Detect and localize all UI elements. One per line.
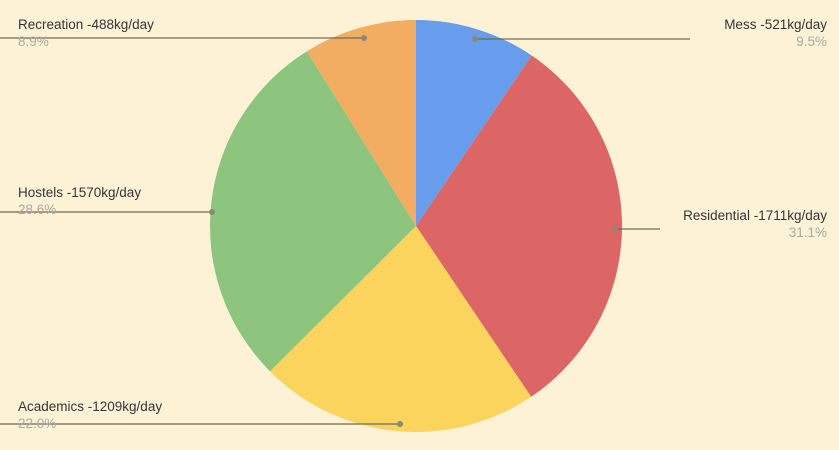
slice-label-recreation: Recreation -488kg/day 8.9% [18,16,154,50]
slice-label-residential-title: Residential -1711kg/day [683,208,827,223]
leader-dot-academics [397,421,403,427]
leader-dot-hostels [209,209,215,215]
pie-slice-academics[interactable] [269,226,532,433]
slice-label-hostels-percent: 28.6% [18,202,57,217]
slice-label-mess-percent: 9.5% [796,34,827,49]
pie-slice-residential[interactable] [416,55,623,397]
slice-label-academics-percent: 22.0% [18,416,57,431]
leader-dot-recreation [361,35,367,41]
slice-label-recreation-percent: 8.9% [18,34,49,49]
slice-label-academics: Academics -1209kg/day 22.0% [18,398,162,432]
pie-slices-group [209,20,623,433]
slice-label-residential-percent: 31.1% [788,225,827,240]
slice-label-recreation-title: Recreation -488kg/day [18,17,154,32]
leader-dot-residential [612,226,618,232]
pie-slice-recreation[interactable] [306,20,416,226]
pie-slice-mess[interactable] [416,20,532,226]
slice-label-residential: Residential -1711kg/day 31.1% [683,207,827,241]
leader-dot-mess [472,36,478,42]
pie-slice-hostels[interactable] [209,51,416,372]
slice-label-mess: Mess -521kg/day 9.5% [724,16,827,50]
slice-label-hostels-title: Hostels -1570kg/day [18,185,142,200]
slice-label-hostels: Hostels -1570kg/day 28.6% [18,184,141,218]
slice-label-academics-title: Academics -1209kg/day [18,399,163,414]
leader-lines-group [0,35,690,427]
slice-label-mess-title: Mess -521kg/day [724,17,827,32]
